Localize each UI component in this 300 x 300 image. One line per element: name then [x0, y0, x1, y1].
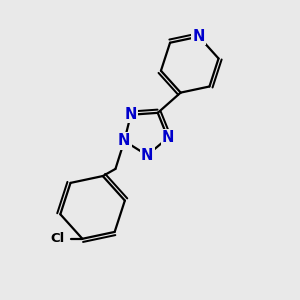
Text: Cl: Cl: [50, 232, 65, 245]
Text: N: N: [162, 130, 174, 146]
Text: N: N: [193, 29, 205, 44]
Text: N: N: [141, 148, 153, 163]
Text: N: N: [124, 107, 137, 122]
Text: N: N: [118, 134, 130, 148]
